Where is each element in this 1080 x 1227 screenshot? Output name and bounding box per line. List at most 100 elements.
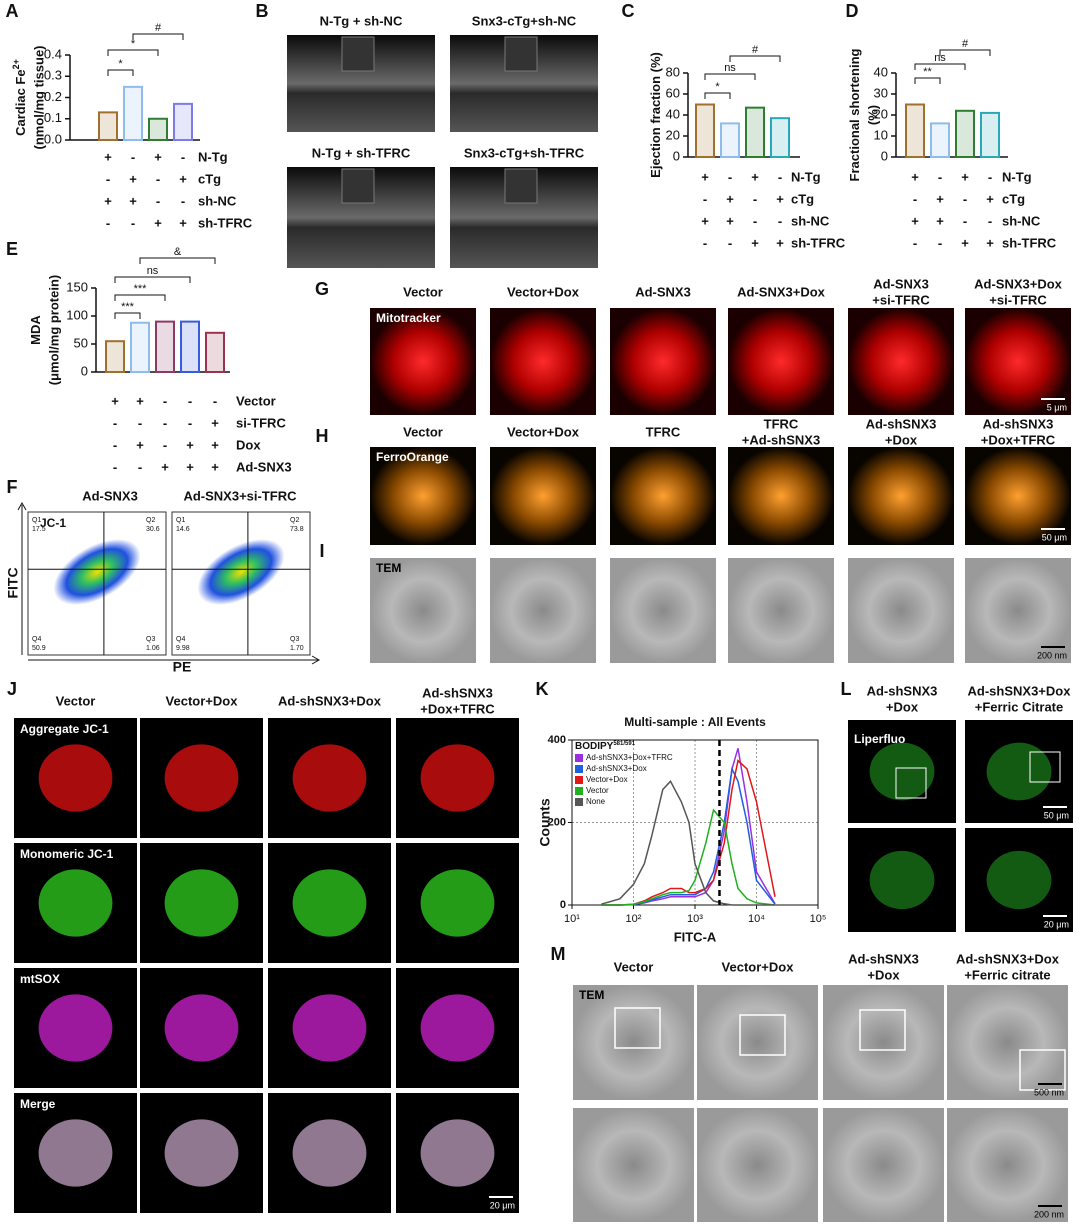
y-tick-label: 80	[666, 64, 680, 79]
panel-letter: H	[316, 426, 329, 446]
y-axis-label: Ejection fraction (%)	[648, 52, 663, 178]
condition-sign: -	[163, 393, 167, 408]
chart-title: Multi-sample : All Events	[624, 715, 766, 729]
panel-letter: C	[622, 1, 635, 21]
micrograph	[697, 1108, 818, 1222]
significance-bracket	[132, 33, 184, 40]
y-axis-label-text: Cardiac Fe	[13, 69, 28, 135]
y-tick-label: 50	[74, 335, 88, 350]
micrograph-signal	[38, 1119, 113, 1187]
quadrant-name: Q2	[146, 517, 155, 524]
condition-name: cTg	[198, 171, 221, 186]
y-tick-label: 0.3	[44, 68, 62, 83]
condition-sign: +	[701, 169, 709, 184]
column-header: Vector	[614, 959, 654, 974]
condition-sign: -	[938, 169, 942, 184]
y-axis-label: (%)	[865, 105, 880, 125]
significance-bracket	[107, 69, 134, 76]
bar	[770, 117, 790, 158]
x-tick-label: 10⁵	[810, 913, 827, 925]
micrograph	[965, 558, 1071, 663]
panel-letter: B	[256, 1, 269, 21]
y-axis-label: (nmol/mg tissue)	[31, 45, 46, 149]
bar	[148, 117, 168, 141]
condition-sign: -	[753, 213, 757, 228]
plot-frame	[571, 739, 819, 906]
column-header: Ad-SNX3+Dox	[974, 276, 1063, 291]
condition-sign: -	[138, 459, 142, 474]
condition-sign: +	[726, 191, 734, 206]
condition-sign: -	[188, 415, 192, 430]
stain-label: Mitotracker	[376, 311, 441, 325]
bar	[130, 321, 150, 373]
panel-letter: M	[551, 944, 566, 964]
y-tick-label: 150	[66, 279, 88, 294]
legend-title-sup: 581/591	[613, 741, 635, 747]
condition-name: Vector	[236, 393, 276, 408]
bar	[205, 331, 225, 373]
y-axis-label: Fractional shortening	[847, 48, 862, 181]
axis-label: PE	[173, 659, 192, 675]
zoom-box	[1019, 1049, 1066, 1091]
condition-sign: +	[129, 193, 137, 208]
condition-sign: -	[138, 415, 142, 430]
micrograph	[370, 308, 476, 415]
micrograph-signal	[164, 994, 239, 1062]
bar	[123, 85, 143, 141]
condition-sign: -	[113, 459, 117, 474]
condition-sign: +	[751, 235, 759, 250]
significance-bracket	[914, 63, 966, 70]
y-axis-label: Counts	[537, 798, 553, 846]
condition-sign: -	[156, 193, 160, 208]
condition-sign: +	[154, 215, 162, 230]
column-header: Vector+Dox	[507, 284, 580, 299]
condition-sign: -	[188, 393, 192, 408]
micrograph	[947, 985, 1068, 1100]
column-header: +Dox+TFRC	[420, 701, 495, 716]
column-header: Ad-shSNX3	[848, 951, 919, 966]
quadrant-name: Q3	[290, 636, 299, 643]
bar	[180, 320, 200, 374]
y-axis-label-text: Fractional shortening	[847, 48, 862, 181]
series-line	[601, 766, 776, 906]
quadrant-value: 9.98	[176, 645, 190, 652]
condition-sign: -	[163, 415, 167, 430]
y-axis-label: Cardiac Fe2+	[11, 59, 28, 136]
scale-label: 200 nm	[1037, 650, 1067, 660]
condition-sign: +	[179, 171, 187, 186]
column-header: Vector	[403, 284, 443, 299]
micrograph-signal	[164, 1119, 239, 1187]
echo-inset	[504, 168, 538, 204]
y-tick-label: 40	[874, 64, 888, 79]
stain-label: TEM	[579, 988, 604, 1002]
condition-sign: -	[963, 191, 967, 206]
condition-name: sh-TFRC	[1002, 235, 1057, 250]
micrograph-signal	[292, 869, 367, 937]
legend-swatch	[575, 754, 583, 762]
y-tick-label: 20	[666, 127, 680, 142]
legend-label: Vector+Dox	[586, 775, 628, 784]
column-header: Ad-shSNX3	[866, 416, 937, 431]
y-tick-label: 40	[666, 106, 680, 121]
legend-title: BODIPY581/591	[575, 741, 636, 752]
stain-label: TEM	[376, 561, 401, 575]
legend-title-text: BODIPY	[575, 741, 614, 752]
image-title: Snx3-cTg+sh-TFRC	[464, 145, 585, 160]
legend-label: Ad-shSNX3+Dox	[586, 764, 647, 773]
micrograph-signal	[420, 1119, 495, 1187]
significance-label: ns	[934, 52, 946, 64]
bar	[105, 340, 125, 374]
axis-arrow	[17, 501, 321, 665]
bar	[905, 103, 925, 158]
micrograph	[823, 1108, 944, 1222]
condition-sign: +	[154, 149, 162, 164]
significance-bracket	[939, 49, 991, 56]
condition-sign: -	[988, 169, 992, 184]
condition-sign: +	[911, 213, 919, 228]
panel-letter: G	[315, 279, 329, 299]
condition-name: cTg	[791, 191, 814, 206]
quadrant-value: 1.70	[290, 645, 304, 652]
micrograph-signal	[869, 850, 935, 910]
zoom-box	[1029, 751, 1061, 783]
column-header: Ad-SNX3	[635, 284, 691, 299]
